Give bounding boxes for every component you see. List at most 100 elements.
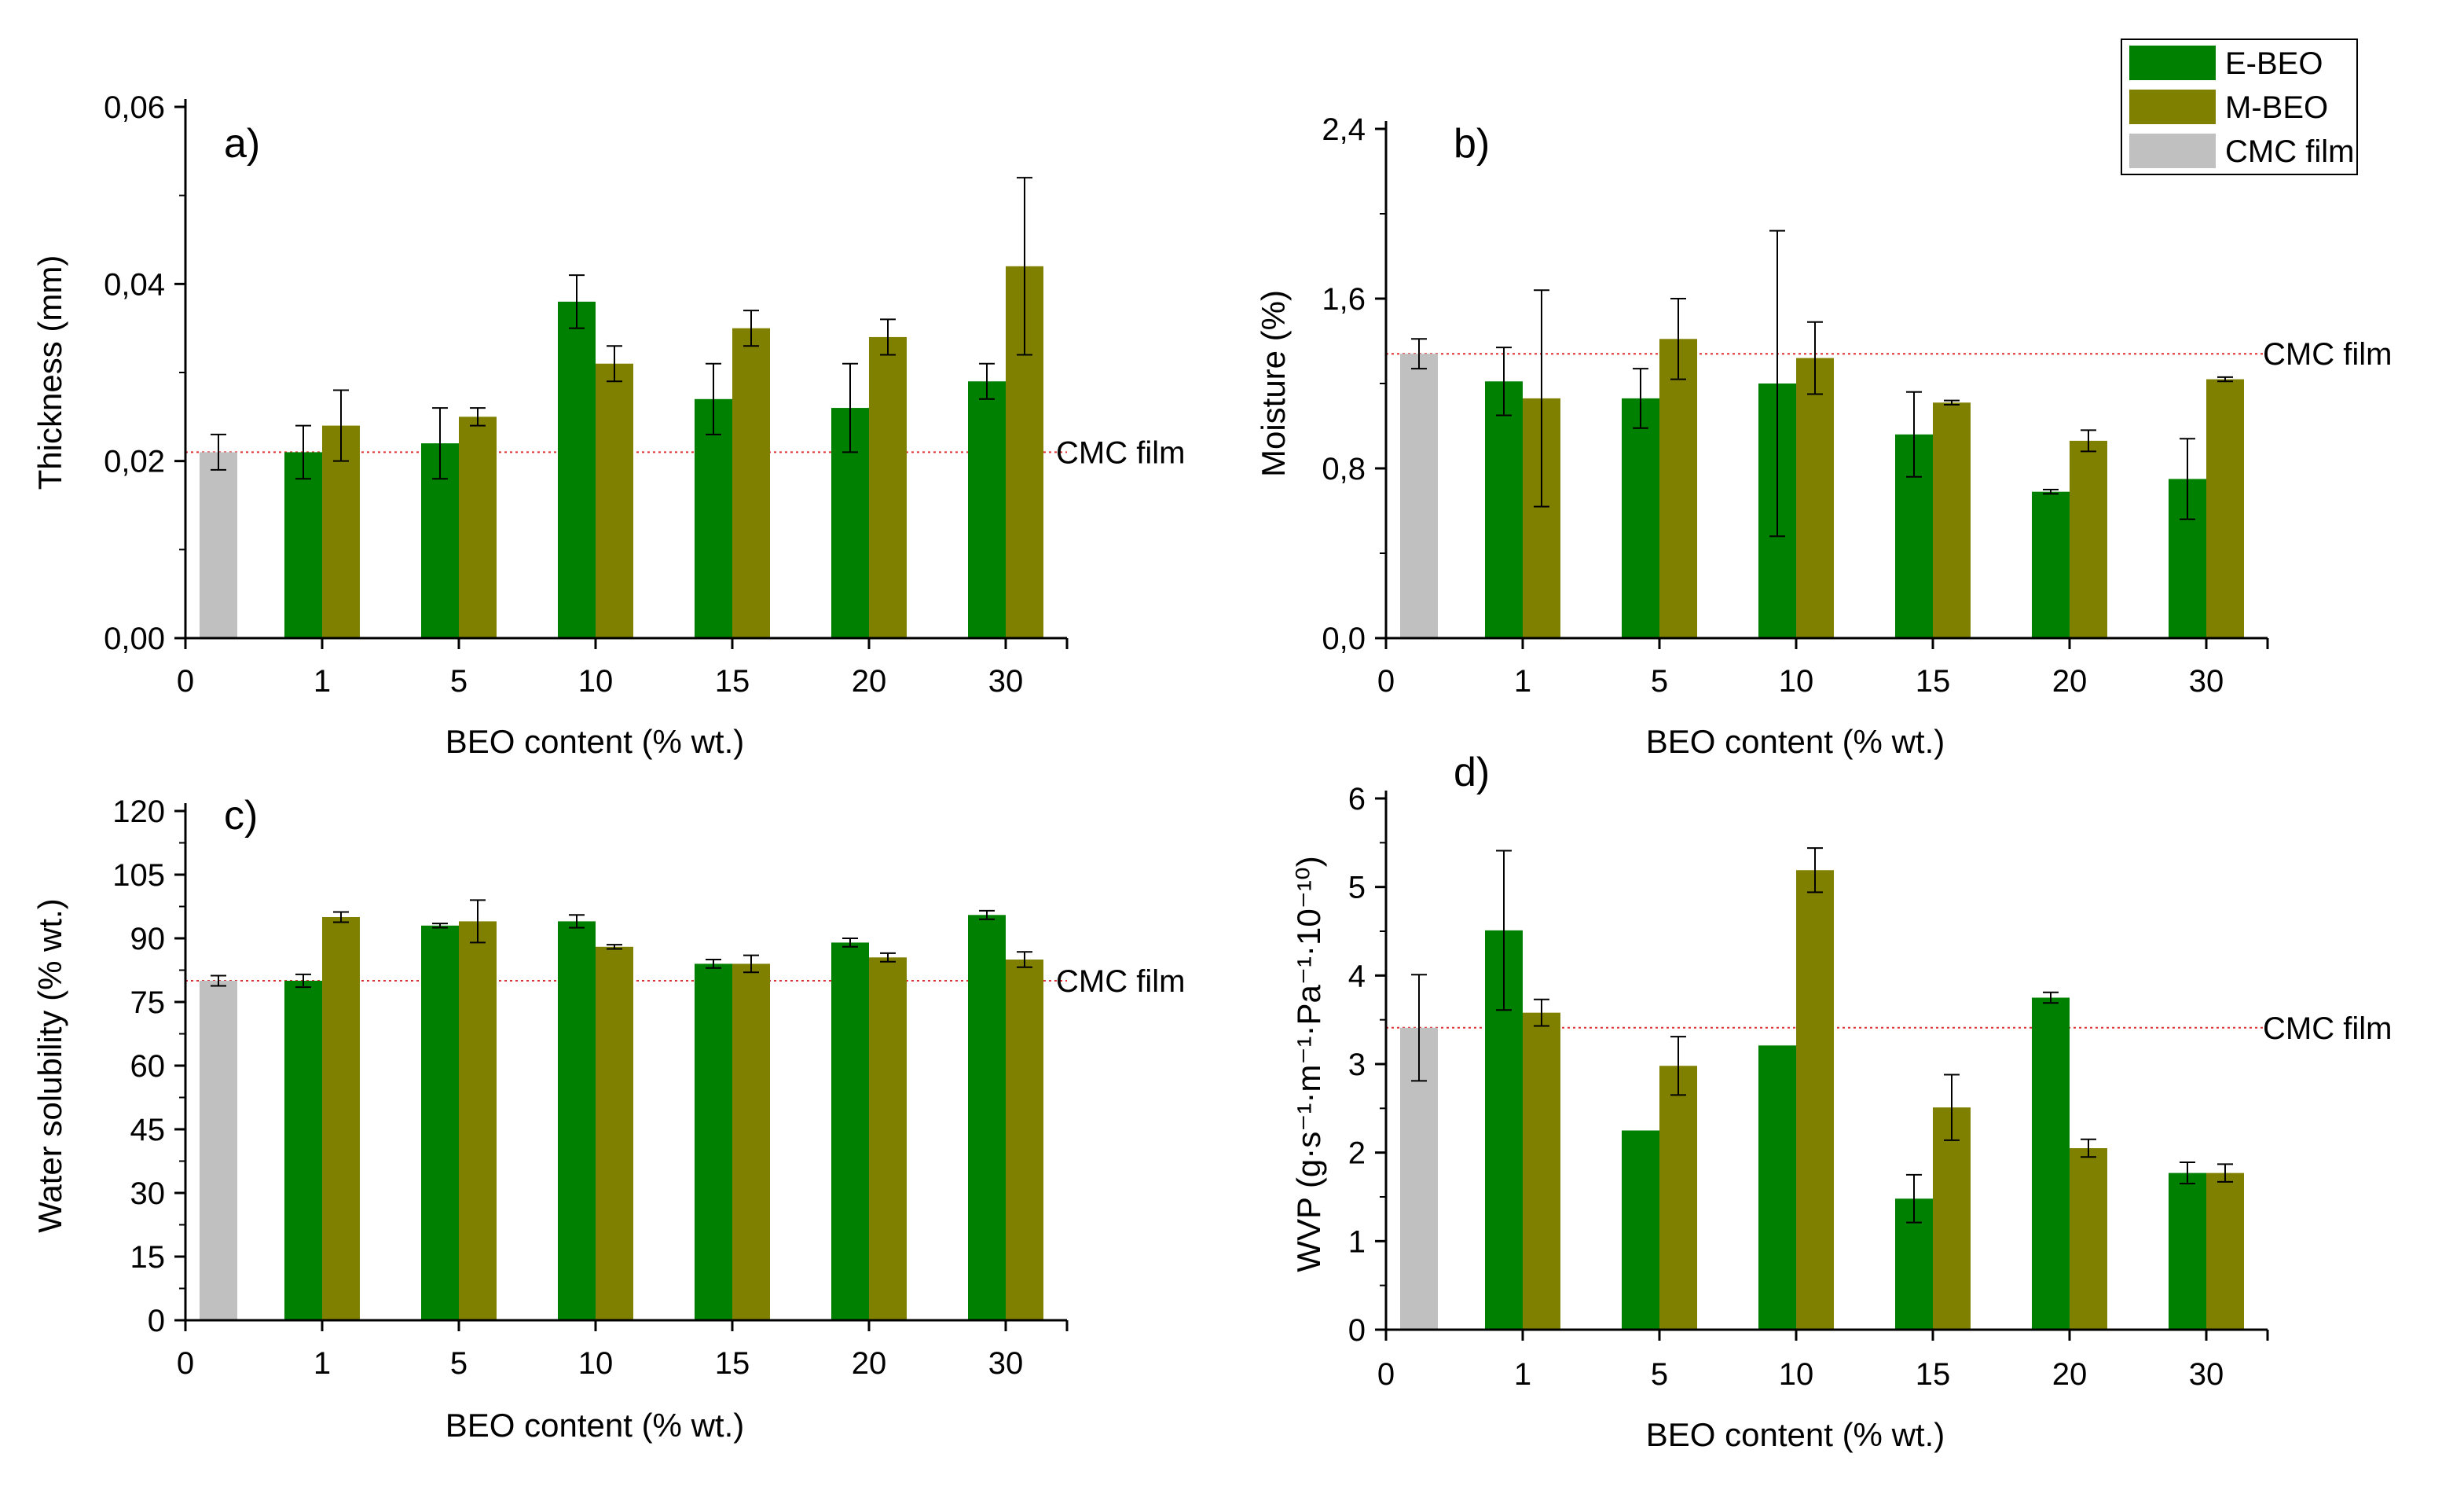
reference-line-label: CMC film [2263,337,2392,372]
x-tick-label: 1 [314,1346,331,1381]
x-axis-title: BEO content (% wt.) [446,723,744,760]
bar-m-beo-10 [1796,358,1834,638]
bar-e-beo-20 [831,942,869,1320]
bar-m-beo-1 [322,917,360,1320]
x-tick-label: 10 [1779,664,1814,699]
x-axis-title: BEO content (% wt.) [1646,1416,1945,1453]
bar-m-beo-5 [1659,1066,1697,1330]
y-tick-label: 4 [1348,959,1366,993]
bar-e-beo-30 [2169,1173,2206,1330]
bar-e-beo-15 [695,398,732,638]
bar-e-beo-20 [2032,491,2070,638]
y-tick-label: 120 [112,795,165,829]
y-tick-label: 60 [130,1049,166,1084]
legend-swatch-cmc-film [2129,134,2216,168]
bar-m-beo-15 [732,328,770,638]
x-tick-label: 0 [1377,664,1395,699]
x-axis-title: BEO content (% wt.) [1646,723,1945,760]
x-tick-label: 5 [450,664,468,699]
bar-m-beo-20 [2070,1148,2107,1330]
x-tick-label: 1 [1514,664,1531,699]
bar-m-beo-5 [459,417,497,638]
y-tick-label: 1,6 [1322,282,1366,317]
x-tick-label: 20 [2052,664,2088,699]
y-tick-label: 0,0 [1322,622,1366,656]
x-tick-label: 10 [578,664,614,699]
y-axis-title: Water solubility (% wt.) [31,898,68,1233]
bar-e-beo-30 [968,915,1006,1320]
bar-m-beo-15 [732,963,770,1320]
bar-m-beo-10 [596,363,633,638]
x-tick-label: 10 [578,1346,614,1381]
bar-m-beo-30 [1006,960,1043,1320]
panel-label: b) [1454,121,1490,167]
bar-cmc-film [1400,354,1438,638]
bar-m-beo-10 [1796,870,1834,1330]
y-tick-label: 0,00 [104,622,165,656]
x-tick-label: 30 [988,664,1024,699]
y-tick-label: 15 [130,1240,166,1275]
x-tick-label: 5 [1651,1357,1668,1392]
bar-e-beo-15 [695,963,732,1320]
bar-e-beo-5 [1622,1130,1659,1330]
bar-e-beo-1 [284,452,322,638]
x-tick-label: 0 [1377,1357,1395,1392]
y-tick-label: 2,4 [1322,112,1366,147]
reference-line-label: CMC film [1056,435,1185,470]
y-tick-label: 5 [1348,871,1366,905]
bar-e-beo-1 [284,981,322,1320]
bar-m-beo-5 [459,921,497,1320]
x-tick-label: 30 [2189,1357,2224,1392]
x-axis-title: BEO content (% wt.) [446,1407,744,1444]
legend-swatch-e-beo [2129,46,2216,80]
y-tick-label: 0,02 [104,445,165,479]
x-tick-label: 15 [715,664,750,699]
x-tick-label: 20 [852,664,887,699]
y-tick-label: 3 [1348,1048,1366,1082]
y-tick-label: 75 [130,985,166,1020]
bar-e-beo-10 [558,301,596,638]
legend-label-e-beo: E-BEO [2225,46,2323,81]
x-tick-label: 5 [450,1346,468,1381]
bar-m-beo-1 [1523,1012,1560,1330]
bar-m-beo-15 [1933,402,1971,638]
bar-e-beo-10 [1758,1045,1796,1330]
bar-e-beo-5 [1622,398,1659,638]
x-tick-label: 1 [314,664,331,699]
bar-cmc-film [200,452,237,638]
bar-e-beo-20 [2032,997,2070,1330]
bar-m-beo-20 [869,957,907,1320]
legend: E-BEO M-BEO CMC film [2121,39,2358,175]
bar-e-beo-5 [421,925,459,1320]
y-axis-title: WVP (g·s⁻¹·m⁻¹·Pa⁻¹·10⁻¹⁰) [1290,856,1327,1272]
y-tick-label: 1 [1348,1224,1366,1259]
bar-m-beo-30 [2206,1173,2244,1330]
y-tick-label: 0 [148,1304,165,1338]
bar-m-beo-15 [1933,1107,1971,1330]
x-tick-label: 1 [1514,1357,1531,1392]
y-tick-label: 2 [1348,1136,1366,1171]
y-axis-title: Thickness (mm) [31,255,68,490]
bar-m-beo-5 [1659,339,1697,638]
x-tick-label: 20 [852,1346,887,1381]
bar-e-beo-30 [968,381,1006,638]
reference-line-label: CMC film [2263,1011,2392,1046]
y-axis-title: Moisture (%) [1255,290,1292,477]
y-tick-label: 0,06 [104,90,165,125]
bar-m-beo-20 [2070,440,2107,638]
x-tick-label: 15 [715,1346,750,1381]
legend-label-cmc-film: CMC film [2225,134,2354,169]
y-tick-label: 105 [112,858,165,893]
y-tick-label: 30 [130,1176,166,1211]
legend-swatch-m-beo [2129,90,2216,124]
panel-label: c) [224,793,258,839]
x-tick-label: 15 [1916,664,1951,699]
x-tick-label: 15 [1916,1357,1951,1392]
bar-e-beo-1 [1485,381,1523,638]
y-tick-label: 45 [130,1113,166,1147]
bar-e-beo-10 [558,921,596,1320]
